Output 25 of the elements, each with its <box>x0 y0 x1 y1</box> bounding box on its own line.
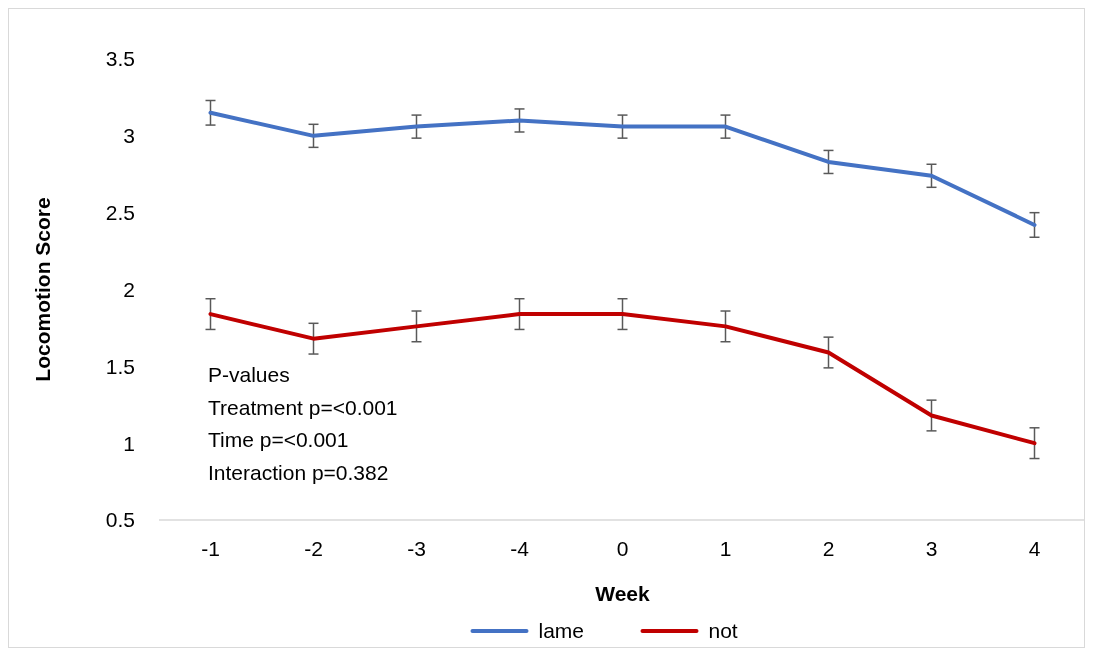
y-tick-label: 3.5 <box>105 47 135 71</box>
x-tick-label: 0 <box>616 537 629 560</box>
x-axis-title: Week <box>595 582 651 605</box>
legend-label: not <box>708 619 738 643</box>
y-tick-label: 2 <box>123 277 135 301</box>
y-axis-title: Locomotion Score <box>31 197 54 382</box>
y-tick-label: 1.5 <box>105 354 135 378</box>
annotation: Interaction p=0.382 <box>208 460 389 484</box>
line-series <box>208 110 1037 227</box>
x-tick-label: 1 <box>719 537 732 560</box>
y-tick-label: 3 <box>123 124 135 148</box>
y-tick-label: 0.5 <box>105 508 135 532</box>
x-tick-label: -3 <box>407 537 426 560</box>
y-tick-label: 1 <box>123 431 135 455</box>
x-tick-label: 2 <box>822 537 835 560</box>
annotation: P-values <box>208 363 290 386</box>
annotation: Treatment p=<0.001 <box>208 395 398 419</box>
x-tick-label: -1 <box>201 537 220 560</box>
x-tick-label: 4 <box>1028 537 1041 560</box>
annotation: Time p=<0.001 <box>208 428 349 451</box>
x-tick-label: -4 <box>510 537 530 560</box>
x-tick-label: -2 <box>304 537 323 560</box>
legend-label: lame <box>538 619 585 643</box>
y-tick-label: 2.5 <box>105 201 135 225</box>
x-tick-label: 3 <box>925 537 938 560</box>
